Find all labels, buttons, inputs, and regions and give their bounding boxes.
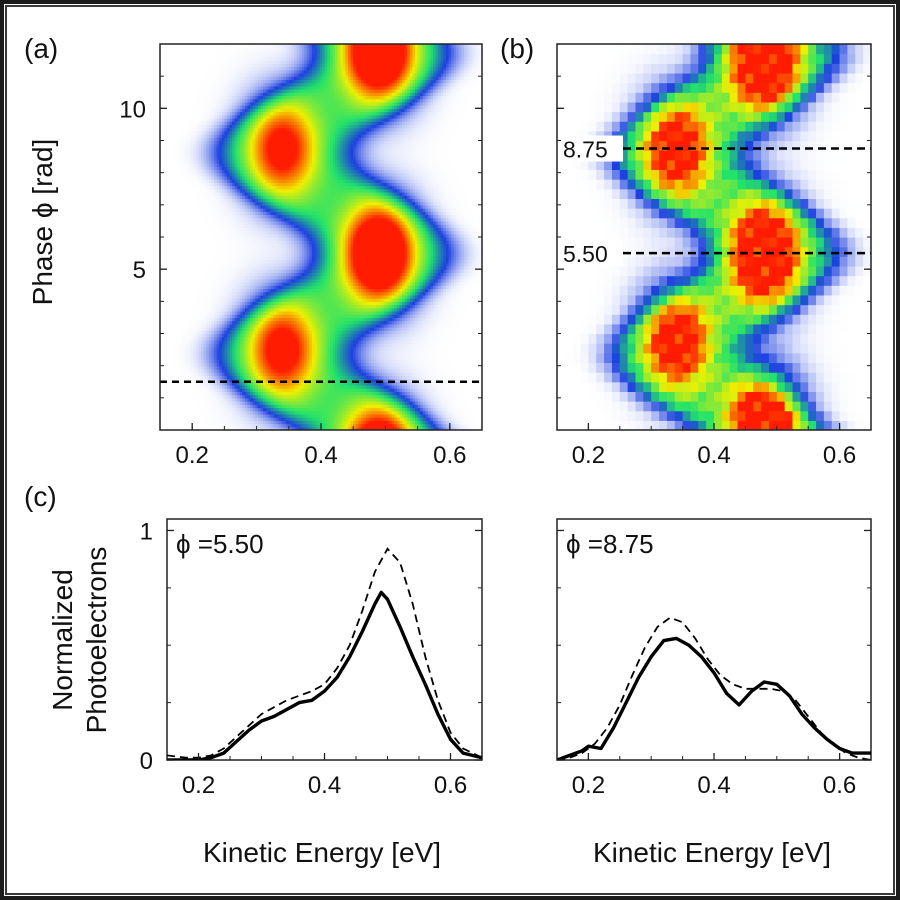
panel-label-a: (a) — [24, 33, 58, 64]
heatmap-a-cells — [160, 41, 483, 431]
panel-label-c: (c) — [24, 481, 57, 512]
figure: (a) (b) (c) 0.2 0.4 0.6 510 Phase ϕ [rad] … — [0, 0, 900, 900]
panel-a-heatmap: 0.2 0.4 0.6 510 Phase ϕ [rad] — [27, 41, 483, 469]
panel-label-b: (b) — [500, 33, 534, 64]
